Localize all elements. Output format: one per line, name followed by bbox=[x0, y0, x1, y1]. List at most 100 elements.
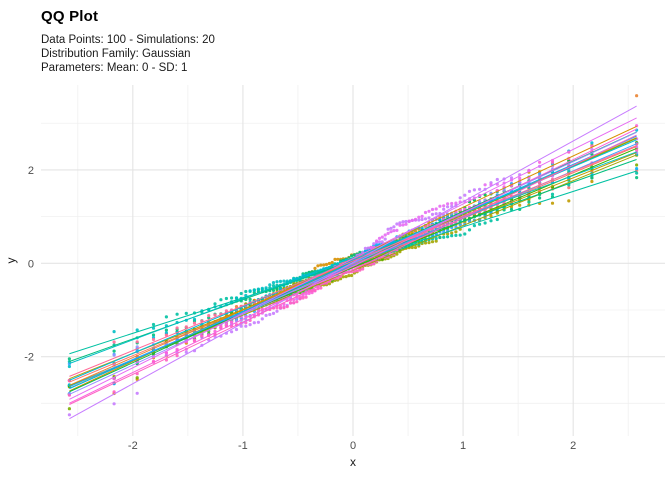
qq-point bbox=[361, 267, 365, 271]
qq-point bbox=[239, 324, 243, 328]
qq-point bbox=[67, 357, 71, 361]
qq-point bbox=[392, 225, 396, 229]
qq-point bbox=[230, 320, 234, 324]
qq-point bbox=[472, 224, 476, 228]
qq-point bbox=[380, 235, 384, 239]
qq-fit-line-sim-11 bbox=[69, 151, 637, 364]
qq-point bbox=[538, 196, 542, 200]
qq-point bbox=[264, 313, 268, 317]
qq-point bbox=[264, 286, 268, 290]
qq-point bbox=[590, 176, 594, 180]
qq-point bbox=[184, 311, 188, 315]
qq-point bbox=[256, 320, 260, 324]
qq-point bbox=[430, 240, 435, 244]
qq-point bbox=[316, 264, 320, 268]
qq-point bbox=[472, 188, 476, 192]
qq-point bbox=[635, 167, 639, 171]
qq-point bbox=[350, 254, 354, 258]
qq-point bbox=[446, 232, 450, 236]
qq-point bbox=[292, 301, 296, 305]
qq-point bbox=[271, 311, 276, 315]
subtitle-line-data-points: Data Points: 100 - Simulations: 20 bbox=[41, 34, 215, 46]
qq-point bbox=[336, 257, 340, 261]
qq-point bbox=[407, 219, 411, 223]
x-tick-label: -1 bbox=[238, 440, 248, 452]
qq-point bbox=[389, 255, 393, 259]
qq-point bbox=[313, 266, 317, 270]
qq-point bbox=[67, 407, 71, 411]
qq-point bbox=[366, 246, 370, 250]
qq-point bbox=[164, 331, 168, 335]
qq-point bbox=[213, 302, 217, 306]
qq-point bbox=[268, 283, 272, 287]
qq-point bbox=[184, 350, 188, 354]
qq-point bbox=[427, 216, 431, 220]
qq-point bbox=[248, 297, 252, 301]
qq-point bbox=[518, 176, 522, 180]
qq-point bbox=[151, 322, 156, 327]
qq-point bbox=[347, 274, 351, 278]
qq-point bbox=[322, 263, 326, 267]
qq-fit-line-sim-18 bbox=[69, 128, 637, 404]
qq-point bbox=[112, 353, 116, 357]
qq-point bbox=[313, 288, 317, 292]
qq-point bbox=[567, 169, 571, 173]
qq-point bbox=[420, 214, 424, 218]
qq-point bbox=[454, 201, 458, 205]
qq-point bbox=[67, 364, 71, 369]
qq-point bbox=[112, 340, 116, 344]
qq-point bbox=[135, 340, 139, 344]
qq-point bbox=[538, 172, 542, 176]
qq-point bbox=[327, 282, 331, 286]
qq-point bbox=[252, 288, 256, 293]
qq-point bbox=[458, 196, 462, 200]
qq-point bbox=[395, 222, 399, 226]
qq-point bbox=[590, 141, 594, 145]
qq-point bbox=[377, 236, 382, 240]
qq-point bbox=[244, 324, 248, 328]
qq-point bbox=[478, 222, 482, 226]
qq-point bbox=[350, 273, 354, 278]
qq-point bbox=[248, 289, 252, 293]
y-tick-label: 2 bbox=[28, 165, 34, 177]
qq-point bbox=[450, 201, 454, 206]
qq-point bbox=[192, 321, 197, 325]
qq-point bbox=[442, 207, 446, 211]
qq-point bbox=[502, 188, 506, 192]
qq-point bbox=[495, 217, 499, 222]
qq-point bbox=[410, 218, 414, 222]
qq-point bbox=[404, 245, 408, 249]
chart-header: QQ Plot Data Points: 100 - Simulations: … bbox=[41, 8, 215, 75]
qq-point bbox=[298, 297, 302, 301]
qq-point bbox=[550, 192, 555, 196]
qq-point bbox=[207, 314, 211, 318]
qq-point bbox=[463, 193, 467, 197]
qq-point bbox=[275, 280, 279, 284]
qq-point bbox=[438, 235, 442, 239]
qq-point bbox=[398, 223, 402, 227]
qq-fit-line-sim-17 bbox=[69, 117, 637, 400]
qq-point bbox=[369, 245, 373, 250]
qq-point bbox=[304, 292, 308, 296]
y-tick-label: -2 bbox=[24, 352, 34, 364]
x-tick-label: 1 bbox=[460, 440, 466, 452]
qq-point bbox=[275, 309, 279, 313]
qq-point bbox=[282, 279, 286, 283]
qq-point bbox=[355, 269, 359, 273]
x-tick-label: 0 bbox=[350, 440, 356, 452]
qq-point bbox=[135, 391, 139, 395]
qq-point bbox=[330, 260, 334, 265]
qq-point bbox=[389, 230, 393, 234]
qq-point bbox=[112, 349, 116, 353]
x-tick-label: -2 bbox=[128, 440, 138, 452]
qq-point bbox=[446, 235, 450, 239]
qq-point bbox=[446, 205, 450, 209]
qq-point bbox=[260, 317, 264, 321]
qq-point bbox=[463, 232, 467, 236]
qq-point bbox=[635, 171, 639, 175]
qq-point bbox=[401, 223, 405, 227]
qq-point bbox=[268, 312, 272, 317]
qq-point bbox=[375, 243, 379, 247]
